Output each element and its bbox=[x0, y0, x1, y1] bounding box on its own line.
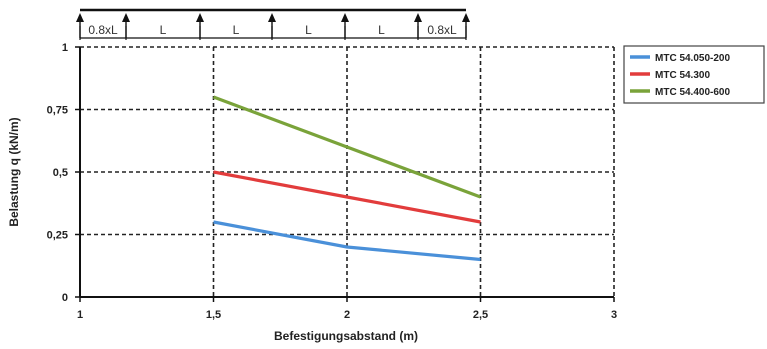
x-tick-label: 3 bbox=[611, 309, 617, 321]
support-arrow-head bbox=[196, 13, 204, 22]
span-label: 0.8xL bbox=[88, 23, 118, 37]
x-axis-title: Befestigungsabstand (m) bbox=[274, 329, 418, 343]
legend-label: MTC 54.300 bbox=[655, 70, 710, 81]
y-tick-label: 0,5 bbox=[53, 167, 68, 179]
series-line bbox=[213, 220, 481, 262]
support-arrow-head bbox=[76, 13, 84, 22]
y-tick-label: 1 bbox=[62, 42, 68, 54]
support-arrow-head bbox=[268, 13, 276, 22]
span-label: L bbox=[378, 23, 385, 37]
y-tick-label: 0,25 bbox=[47, 230, 68, 242]
support-arrow-head bbox=[414, 13, 422, 22]
x-tick-label: 1 bbox=[77, 309, 83, 321]
legend-label: MTC 54.400-600 bbox=[655, 87, 730, 98]
series-line bbox=[213, 170, 481, 224]
span-label: L bbox=[305, 23, 312, 37]
tick-labels: 1 1,5 2 2,5 3 0 0,25 0,5 0,75 1 bbox=[47, 42, 617, 321]
series-line bbox=[212, 95, 482, 199]
x-tick-label: 1,5 bbox=[206, 309, 221, 321]
chart-grid bbox=[80, 46, 615, 297]
y-tick-label: 0,75 bbox=[47, 105, 68, 117]
y-tick-label: 0 bbox=[62, 292, 68, 304]
span-label: L bbox=[160, 23, 167, 37]
span-label: L bbox=[233, 23, 240, 37]
legend: MTC 54.050-200 MTC 54.300 MTC 54.400-600 bbox=[623, 45, 765, 104]
chart-axes bbox=[75, 46, 615, 302]
legend-label: MTC 54.050-200 bbox=[655, 53, 730, 64]
support-arrow-head bbox=[122, 13, 130, 22]
support-arrow-head bbox=[462, 13, 470, 22]
support-arrow-head bbox=[341, 13, 349, 22]
data-series bbox=[212, 95, 482, 262]
span-label: 0.8xL bbox=[427, 23, 457, 37]
support-span-diagram: 0.8xL L L L L 0.8xL bbox=[76, 8, 470, 40]
x-tick-label: 2,5 bbox=[473, 309, 488, 321]
y-axis-title: Belastung q (kN/m) bbox=[7, 117, 21, 226]
x-tick-label: 2 bbox=[344, 309, 350, 321]
